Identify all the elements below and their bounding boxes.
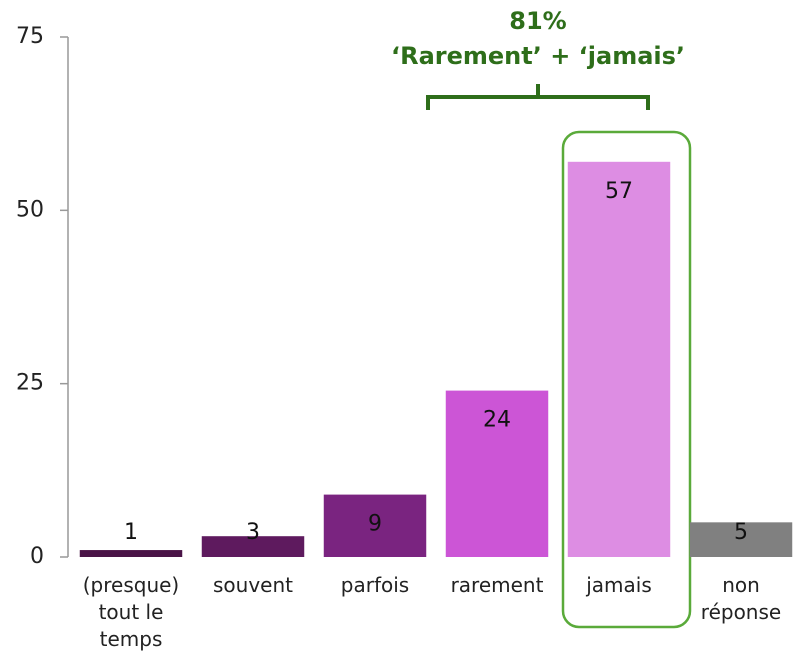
bar: [79, 550, 183, 557]
annotation-percent: 81%: [509, 7, 566, 35]
x-tick-label: jamais: [586, 573, 652, 597]
bar: [689, 522, 793, 557]
value-label: 5: [734, 520, 748, 545]
y-tick-label: 75: [16, 24, 44, 49]
bar: [201, 536, 305, 557]
y-tick-label: 50: [16, 197, 44, 222]
value-label: 3: [246, 520, 260, 545]
y-tick-label: 25: [16, 371, 44, 396]
x-tick-label: parfois: [340, 573, 410, 597]
highlight-box: [561, 130, 692, 629]
value-label: 9: [368, 512, 382, 537]
bracket: [426, 84, 650, 110]
bar: [445, 390, 549, 557]
value-label: 1: [124, 520, 138, 545]
x-tick-label: rarement: [450, 573, 544, 597]
bar: [323, 494, 427, 557]
value-label: 24: [483, 408, 511, 433]
x-tick-label: (presque) tout le temps: [82, 573, 180, 651]
x-tick-label: souvent: [213, 573, 293, 597]
x-tick-label: non réponse: [700, 573, 782, 624]
annotation-text: ‘Rarement’ + ‘jamais’: [391, 42, 685, 70]
value-label: 57: [605, 179, 633, 204]
bar: [567, 161, 671, 558]
y-tick-label: 0: [30, 544, 44, 569]
